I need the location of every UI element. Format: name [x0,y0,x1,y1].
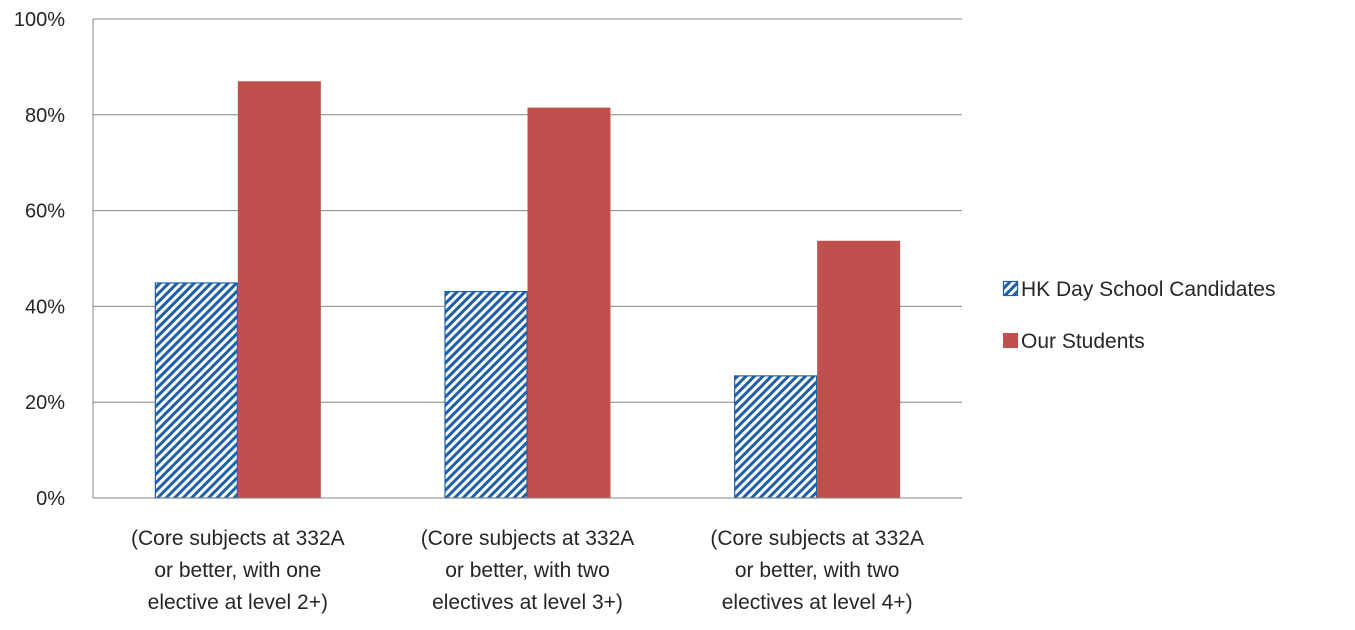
legend-label: Our Students [1021,330,1145,353]
x-category-label-line: electives at level 3+) [432,591,623,614]
x-category-label: (Core subjects at 332A or better, with tw… [710,527,924,614]
x-category-label-line: or better, with one [154,559,321,582]
y-tick-label: 20% [25,392,65,414]
x-category-label-line: or better, with two [735,559,900,582]
x-category-label: (Core subjects at 332A or better, with on… [131,527,345,614]
y-tick-label: 80% [25,105,65,127]
x-category-label-line: electives at level 4+) [722,591,913,614]
bar-our-students [237,81,321,499]
x-category-label-line: or better, with two [445,559,610,582]
x-category-label-line: elective at level 2+) [148,591,328,614]
bar-our-students [527,107,611,499]
bar-hk-day-school-candidates [154,282,238,499]
bar-hk-day-school-candidates [444,290,528,499]
y-tick-label: 0% [36,488,65,510]
x-category-label-line: (Core subjects at 332A [710,527,924,550]
bar-our-students [817,240,901,499]
legend-swatch [1003,333,1018,348]
y-tick-label: 60% [25,201,65,223]
y-tick-label: 40% [25,296,65,318]
legend-label: HK Day School Candidates [1021,278,1275,301]
x-category-label: (Core subjects at 332A or better, with tw… [421,527,635,614]
axes: 0% 20% 40% 60% 80% 100% (Core subjects at 332A… [14,9,962,614]
x-category-label-line: (Core subjects at 332A [131,527,345,550]
bar-hk-day-school-candidates [734,375,818,499]
y-tick-label: 100% [14,9,65,31]
legend: HK Day School Candidates Our Students [1002,278,1275,353]
x-category-label-line: (Core subjects at 332A [421,527,635,550]
bars [154,81,901,499]
legend-swatch [1002,280,1019,297]
